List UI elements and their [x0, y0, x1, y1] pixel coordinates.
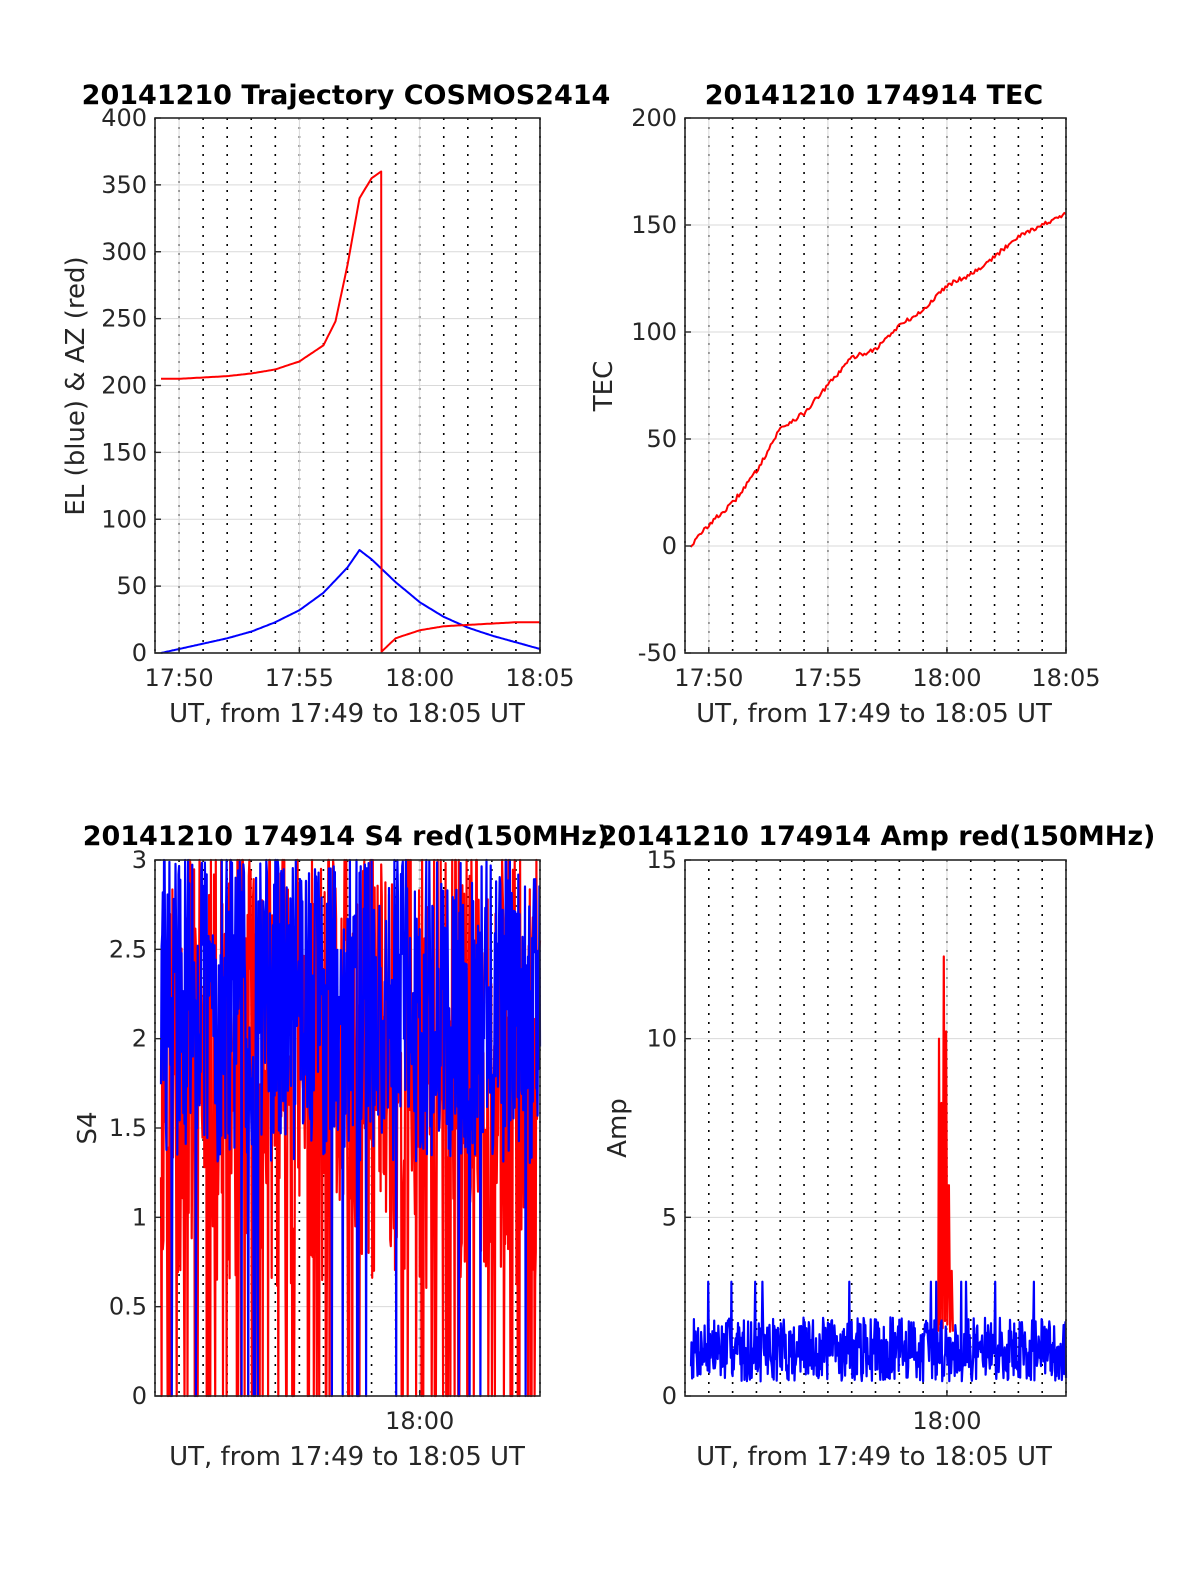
series-line: [689, 1280, 1068, 1383]
tec-axes-box: [684, 117, 1067, 654]
y-tick-label: 1.5: [109, 1114, 147, 1142]
y-tick-label: 3: [132, 846, 147, 874]
trajectory-ylabel: EL (blue) & AZ (red): [61, 256, 91, 515]
y-tick-label: 100: [101, 505, 147, 533]
y-tick-label: 10: [646, 1025, 677, 1053]
x-tick-label: 18:00: [912, 664, 981, 692]
trajectory-xlabel: UT, from 17:49 to 18:05 UT: [169, 699, 525, 729]
y-tick-label: 50: [646, 425, 677, 453]
amp-ticks: 0 5 10 15 18:00: [646, 846, 981, 1435]
panel-trajectory: 20141210 Trajectory COSMOS2414 0 50 100 150…: [61, 80, 610, 729]
y-tick-label: 250: [101, 305, 147, 333]
y-tick-label: 1: [132, 1203, 147, 1231]
y-tick-label: 150: [101, 438, 147, 466]
x-tick-label: 18:05: [505, 664, 574, 692]
s4-ticks: 0 0.5 1 1.5 2 2.5 3 18:00: [109, 846, 454, 1435]
tec-ylabel: TEC: [589, 361, 619, 412]
y-tick-label: 0: [132, 1382, 147, 1410]
y-tick-label: 2: [132, 1025, 147, 1053]
s4-title: 20141210 174914 S4 red(150MHz): [83, 821, 610, 852]
tec-plot-area: [685, 118, 1066, 653]
y-tick-label: 5: [662, 1203, 677, 1231]
panel-s4: 20141210 174914 S4 red(150MHz) 0 0.5 1 1.5 2…: [73, 821, 609, 1472]
x-tick-label: 17:55: [793, 664, 862, 692]
y-tick-label: 200: [631, 104, 677, 132]
y-tick-label: 100: [631, 318, 677, 346]
tec-ticks: -50 0 50 100 150 200 17:50 17:55 18:00 18:05: [631, 104, 1100, 692]
series-line: [159, 858, 542, 1398]
y-tick-label: 0: [132, 639, 147, 667]
x-tick-label: 18:00: [385, 664, 454, 692]
tec-title: 20141210 174914 TEC: [705, 80, 1044, 111]
y-tick-label: 150: [631, 211, 677, 239]
y-tick-label: 300: [101, 238, 147, 266]
y-tick-label: 0: [662, 532, 677, 560]
y-tick-label: 200: [101, 372, 147, 400]
amp-axes-box: [684, 859, 1067, 1397]
y-tick-label: 350: [101, 171, 147, 199]
y-tick-label: 0.5: [109, 1293, 147, 1321]
amp-plot-area: [685, 860, 1066, 1396]
x-tick-label: 18:00: [385, 1407, 454, 1435]
trajectory-ticks: 0 50 100 150 200 250 300 350 400 17:50 17:55 18:00 1…: [101, 104, 574, 692]
panel-amp: 20141210 174914 Amp red(150MHz) 0 5 10 15 18…: [599, 821, 1156, 1472]
x-tick-label: 17:50: [144, 664, 213, 692]
y-tick-label: 50: [116, 572, 147, 600]
y-tick-label: 0: [662, 1382, 677, 1410]
y-tick-label: -50: [638, 639, 677, 667]
tec-series: [689, 211, 1067, 548]
trajectory-series: [160, 170, 541, 654]
s4-xlabel: UT, from 17:49 to 18:05 UT: [169, 1442, 525, 1472]
trajectory-title: 20141210 Trajectory COSMOS2414: [82, 80, 611, 111]
x-tick-label: 17:50: [674, 664, 743, 692]
y-tick-label: 2.5: [109, 935, 147, 963]
y-tick-label: 400: [101, 104, 147, 132]
series-line: [689, 211, 1067, 548]
y-tick-label: 15: [646, 846, 677, 874]
x-tick-label: 17:55: [265, 664, 334, 692]
series-line: [160, 549, 541, 654]
panel-tec: 20141210 174914 TEC -50 0 50 100 150 200 17:50…: [589, 80, 1101, 729]
amp-series: [689, 955, 1068, 1383]
x-tick-label: 18:00: [912, 1407, 981, 1435]
s4-ylabel: S4: [73, 1111, 103, 1144]
tec-xlabel: UT, from 17:49 to 18:05 UT: [696, 699, 1052, 729]
x-tick-label: 18:05: [1031, 664, 1100, 692]
amp-xlabel: UT, from 17:49 to 18:05 UT: [696, 1442, 1052, 1472]
series-line: [161, 170, 540, 653]
amp-title: 20141210 174914 Amp red(150MHz): [599, 821, 1156, 852]
amp-ylabel: Amp: [603, 1098, 633, 1158]
